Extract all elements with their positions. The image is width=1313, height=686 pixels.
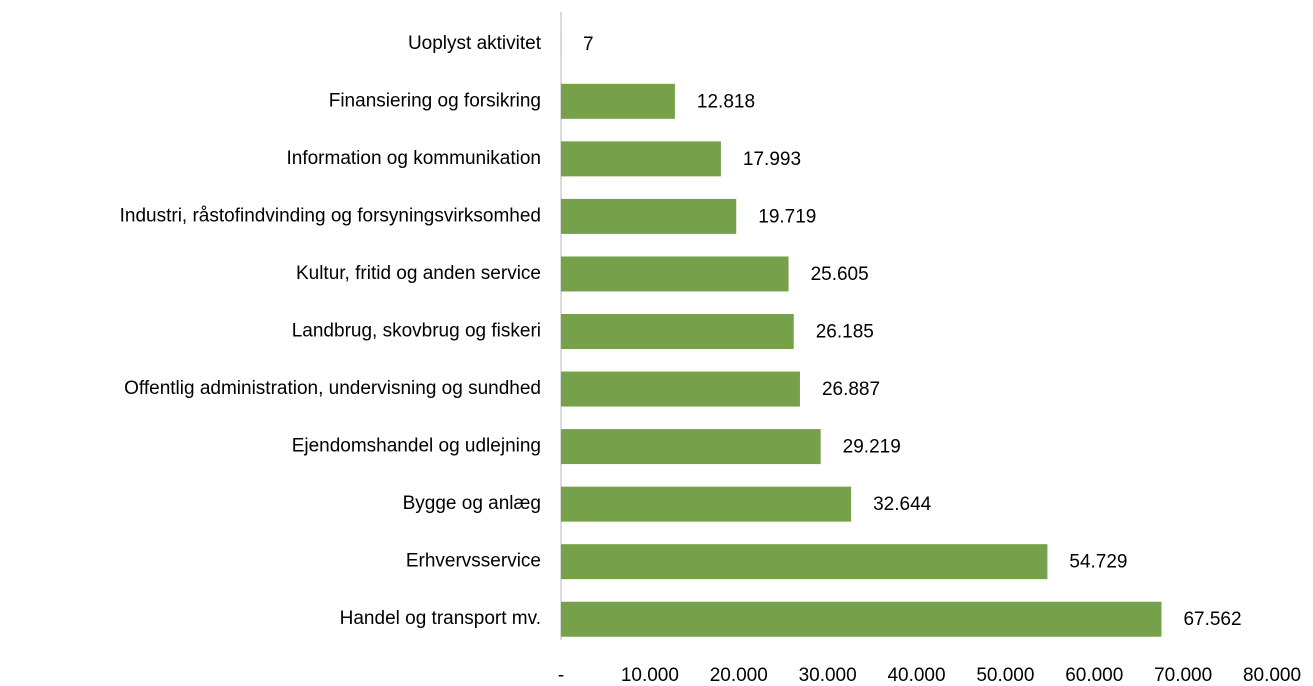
value-label: 26.887 [822, 379, 880, 400]
value-label: 67.562 [1183, 609, 1241, 630]
bar [561, 371, 800, 407]
y-tick-label: Bygge og anlæg [403, 493, 541, 514]
x-tick-label: 60.000 [1065, 665, 1123, 686]
y-tick-label: Erhvervsservice [406, 551, 541, 572]
value-label: 54.729 [1069, 552, 1127, 573]
value-label: 19.719 [758, 206, 816, 227]
bar [561, 544, 1048, 580]
bar [561, 141, 721, 177]
y-tick-label: Kultur, fritid og anden service [296, 263, 541, 284]
value-label: 25.605 [811, 264, 869, 285]
y-tick-label: Offentlig administration, undervisning o… [124, 378, 541, 399]
x-tick-label: 40.000 [887, 665, 945, 686]
bar [561, 314, 794, 349]
x-tick-label: 20.000 [710, 665, 768, 686]
value-label: 17.993 [743, 149, 801, 170]
y-tick-label: Uoplyst aktivitet [408, 33, 542, 54]
value-label: 29.219 [843, 437, 901, 458]
y-tick-label: Industri, råstofindvinding og forsynings… [120, 205, 541, 226]
y-tick-label: Landbrug, skovbrug og fiskeri [292, 321, 541, 342]
x-tick-label: 50.000 [976, 665, 1034, 686]
y-tick-label: Ejendomshandel og udlejning [292, 436, 541, 457]
value-label: 32.644 [873, 494, 932, 515]
x-tick-label: 70.000 [1154, 665, 1212, 686]
bar [561, 198, 737, 234]
x-tick-label: 80.000 [1243, 665, 1301, 686]
bar [561, 486, 852, 522]
value-label: 12.818 [697, 91, 755, 112]
bar [561, 83, 675, 119]
y-tick-label: Handel og transport mv. [340, 608, 541, 629]
y-tick-label: Information og kommunikation [286, 148, 541, 169]
bar [561, 601, 1162, 637]
bar [561, 256, 789, 292]
y-tick-label: Finansiering og forsikring [329, 90, 541, 111]
x-tick-label: 30.000 [799, 665, 857, 686]
value-label: 7 [583, 34, 594, 55]
x-tick-label: - [558, 665, 564, 686]
x-tick-label: 10.000 [621, 665, 679, 686]
bar [561, 429, 821, 465]
value-label: 26.185 [816, 322, 874, 343]
